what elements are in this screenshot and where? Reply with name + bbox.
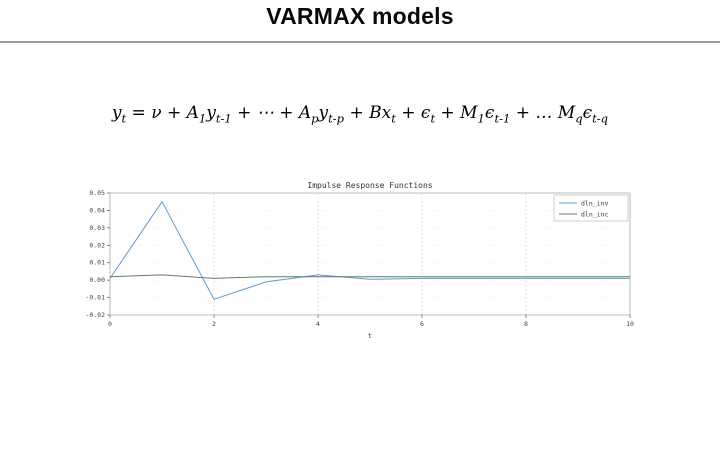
legend-label: dln_inv bbox=[581, 200, 608, 208]
x-tick-label: 4 bbox=[316, 320, 320, 328]
x-tick-label: 10 bbox=[626, 320, 634, 328]
y-tick-label: 0.03 bbox=[89, 224, 105, 232]
x-tick-label: 0 bbox=[108, 320, 112, 328]
varmax-equation: yt = ν + A1yt-1 + ⋯ + Apyt-p + Bxt + ϵt … bbox=[111, 103, 609, 126]
plot-frame bbox=[109, 192, 631, 316]
page-title: VARMAX models bbox=[266, 3, 454, 29]
series-line-dln_inc bbox=[109, 274, 630, 279]
series-line-dln_inv bbox=[109, 200, 630, 300]
chart-xlabel: t bbox=[368, 332, 372, 340]
y-tick-label: 0.01 bbox=[89, 259, 105, 267]
title-divider bbox=[0, 41, 720, 43]
y-tick-label: 0.00 bbox=[89, 276, 105, 284]
impulse-response-chart: 0 2 4 6 8 10 -0.02 -0.01 0.00 0.01 0.02 0.03 0.04 0.0… bbox=[86, 180, 646, 348]
chart-title: Impulse Response Functions bbox=[307, 181, 432, 190]
y-tick-label: -0.01 bbox=[86, 294, 105, 302]
legend-box bbox=[553, 194, 629, 222]
legend-label: dln_inc bbox=[581, 211, 608, 219]
y-tick-label: 0.04 bbox=[89, 206, 105, 214]
x-tick-label: 2 bbox=[212, 320, 216, 328]
y-tick-label: -0.02 bbox=[86, 311, 105, 319]
y-tick-label: 0.02 bbox=[89, 241, 105, 249]
y-tick-label: 0.05 bbox=[89, 189, 105, 197]
x-tick-label: 8 bbox=[524, 320, 528, 328]
impulse-chart-svg: 0 2 4 6 8 10 -0.02 -0.01 0.00 0.01 0.02 0.03 0.04 0.0… bbox=[86, 181, 634, 340]
x-tick-label: 6 bbox=[420, 320, 424, 328]
